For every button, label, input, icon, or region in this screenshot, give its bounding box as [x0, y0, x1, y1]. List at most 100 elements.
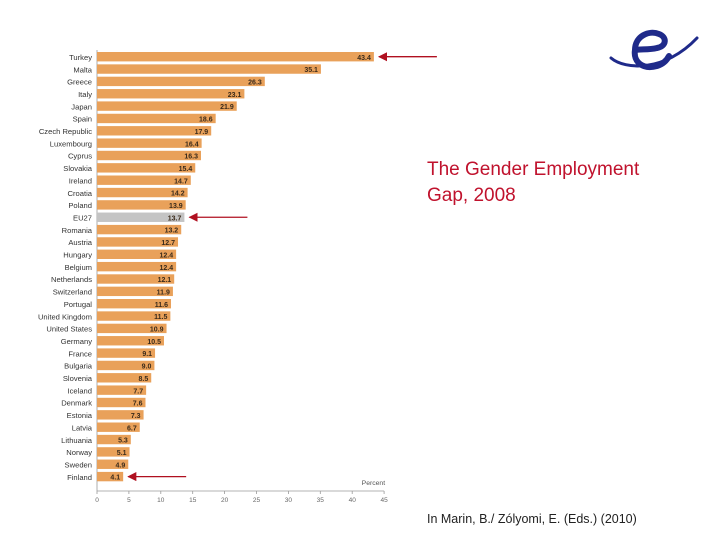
category-label: Hungary: [63, 251, 92, 260]
data-label: 21.9: [220, 104, 234, 111]
data-label: 14.2: [171, 191, 185, 198]
bar: [97, 447, 130, 457]
x-tick-label: 30: [285, 497, 293, 504]
x-tick-label: 5: [127, 497, 131, 504]
bar: [97, 187, 188, 198]
bar: [97, 89, 245, 99]
bar: [97, 299, 172, 309]
data-label: 9.1: [142, 351, 152, 358]
category-label: Czech Republic: [39, 127, 92, 136]
bar: [97, 397, 146, 408]
bar: [97, 150, 201, 161]
data-label: 7.3: [131, 413, 141, 420]
data-label: 7.6: [133, 401, 143, 408]
category-label: Luxembourg: [50, 139, 92, 148]
data-label: 12.7: [161, 240, 175, 247]
data-label: 16.4: [185, 141, 199, 148]
bar: [97, 101, 237, 111]
x-tick-label: 20: [221, 497, 229, 504]
euro-swirl-logo-icon: [609, 29, 699, 70]
data-label: 17.9: [195, 129, 209, 136]
bar: [97, 175, 191, 185]
bar: [97, 459, 129, 469]
data-label: 6.7: [127, 425, 137, 432]
bar: [97, 348, 156, 358]
bar: [97, 224, 182, 235]
data-label: 23.1: [228, 92, 242, 99]
category-label: Spain: [73, 115, 92, 124]
slide-title: The Gender Employment Gap, 2008: [427, 157, 707, 209]
data-label: 13.2: [165, 228, 179, 235]
bar: [97, 286, 173, 297]
data-label: 10.9: [150, 327, 164, 334]
category-label: Turkey: [69, 53, 92, 62]
category-label: Finland: [67, 473, 92, 482]
category-label: Estonia: [67, 411, 93, 420]
bar: [97, 385, 147, 395]
data-label: 15.4: [179, 166, 193, 173]
category-label: Bulgaria: [64, 362, 93, 371]
category-label: EU27: [73, 213, 92, 222]
category-label: Croatia: [68, 189, 93, 198]
bar: [97, 373, 152, 383]
slide-title-line-1: The Gender Employment: [427, 159, 640, 180]
data-label: 11.9: [157, 289, 170, 296]
bar: [97, 52, 374, 62]
data-label: 9.0: [142, 364, 152, 371]
data-label: 7.7: [133, 388, 143, 395]
data-label: 5.3: [118, 438, 128, 445]
data-label: 43.4: [357, 55, 371, 62]
category-label: Slovenia: [63, 374, 93, 383]
category-label: Belgium: [65, 263, 92, 272]
data-label: 18.6: [199, 117, 213, 124]
bar: [97, 410, 144, 420]
category-label: France: [68, 349, 92, 358]
bar: [97, 323, 167, 334]
citation: In Marin, B./ Zólyomi, E. (Eds.) (2010): [427, 512, 637, 526]
bar: [97, 249, 177, 259]
data-label: 4.9: [116, 462, 126, 469]
bar-highlight: [97, 212, 185, 222]
bar: [97, 126, 212, 136]
bar: [97, 237, 179, 247]
slide-title-line-2: Gap, 2008: [427, 185, 516, 206]
category-label: Japan: [71, 102, 92, 111]
category-label: Cyprus: [68, 152, 92, 161]
category-label: Austria: [68, 238, 92, 247]
data-label: 13.9: [169, 203, 183, 210]
bar: [97, 261, 177, 272]
category-label: Ireland: [69, 176, 92, 185]
x-tick-label: 25: [253, 497, 261, 504]
category-label: United States: [46, 325, 92, 334]
data-label: 12.1: [158, 277, 172, 284]
x-tick-label: 10: [157, 497, 165, 504]
x-tick-label: 40: [349, 497, 357, 504]
data-label: 8.5: [138, 376, 148, 383]
category-label: Latvia: [72, 423, 93, 432]
category-label: Portugal: [64, 300, 93, 309]
bar: [97, 422, 140, 432]
x-tick-label: 15: [189, 497, 197, 504]
data-label: 35.1: [304, 67, 318, 74]
bar: [97, 138, 202, 148]
bar: [97, 76, 265, 87]
category-label: Romania: [62, 226, 93, 235]
category-label: Sweden: [65, 460, 92, 469]
data-label: 10.5: [147, 339, 161, 346]
data-label: 12.4: [159, 252, 173, 259]
category-label: Iceland: [68, 386, 93, 395]
category-label: Netherlands: [51, 275, 92, 284]
data-label: 26.3: [248, 80, 262, 87]
category-label: United Kingdom: [38, 312, 92, 321]
data-label: 4.1: [110, 475, 120, 482]
category-label: Norway: [66, 448, 92, 457]
data-label: 14.7: [174, 178, 188, 185]
data-label: 5.1: [117, 450, 127, 457]
bar: [97, 274, 175, 284]
bar: [97, 163, 196, 173]
category-label: Slovakia: [63, 164, 92, 173]
category-label: Italy: [78, 90, 92, 99]
x-tick-label: 35: [317, 497, 325, 504]
data-label: 13.7: [168, 215, 182, 222]
